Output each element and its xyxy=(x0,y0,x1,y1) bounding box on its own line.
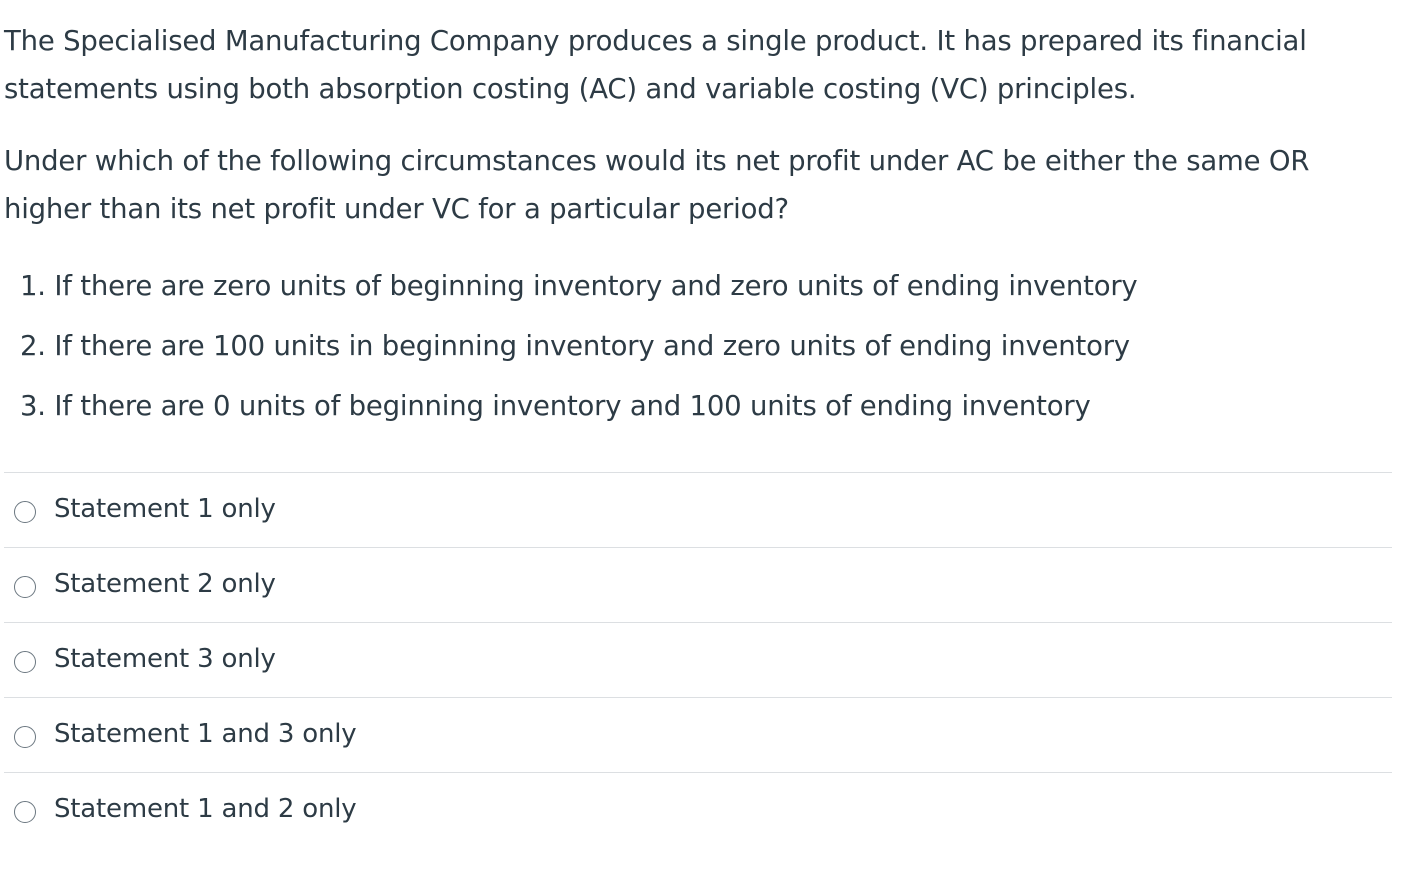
statement-item-2: 2. If there are 100 units in beginning i… xyxy=(20,330,1130,362)
answer-option-2[interactable]: Statement 2 only xyxy=(4,547,1392,622)
answer-label[interactable]: Statement 1 and 3 only xyxy=(54,719,357,749)
statement-list: 1. If there are zero units of beginning … xyxy=(20,256,1138,436)
answer-label[interactable]: Statement 1 and 2 only xyxy=(54,794,357,824)
answer-option-5[interactable]: Statement 1 and 2 only xyxy=(4,772,1392,847)
answer-option-3[interactable]: Statement 3 only xyxy=(4,622,1392,697)
statement-item-3: 3. If there are 0 units of beginning inv… xyxy=(20,390,1091,422)
radio-button[interactable] xyxy=(14,576,36,598)
answer-label[interactable]: Statement 1 only xyxy=(54,494,276,524)
radio-button[interactable] xyxy=(14,501,36,523)
answer-option-4[interactable]: Statement 1 and 3 only xyxy=(4,697,1392,772)
answer-options: Statement 1 only Statement 2 only Statem… xyxy=(4,472,1392,847)
answer-label[interactable]: Statement 3 only xyxy=(54,644,276,674)
radio-button[interactable] xyxy=(14,801,36,823)
question-intro-text: The Specialised Manufacturing Company pr… xyxy=(4,25,1307,105)
radio-button[interactable] xyxy=(14,651,36,673)
radio-button[interactable] xyxy=(14,726,36,748)
statement-item-1: 1. If there are zero units of beginning … xyxy=(20,270,1138,302)
answer-option-1[interactable]: Statement 1 only xyxy=(4,472,1392,547)
question-prompt-text: Under which of the following circumstanc… xyxy=(4,145,1310,225)
answer-label[interactable]: Statement 2 only xyxy=(54,569,276,599)
